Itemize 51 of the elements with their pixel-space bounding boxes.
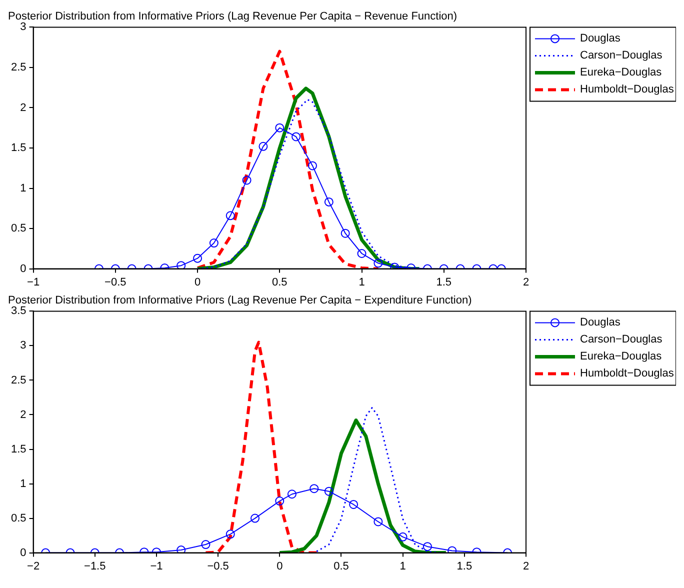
point: [340, 228, 350, 238]
point: [226, 211, 235, 220]
legend-label: Humboldt−Douglas: [580, 368, 674, 380]
y-tick-label: 1: [20, 478, 26, 490]
line-series: [204, 340, 318, 553]
x-tick-label: 0.5: [334, 560, 349, 572]
y-tick-label: 0: [20, 546, 26, 559]
x-tick-label: −0.5: [104, 276, 126, 288]
legend-label: Eureka−Douglas: [580, 350, 662, 363]
x-tick-label: 1: [400, 560, 406, 572]
legend-label: Eureka−Douglas: [580, 66, 662, 79]
legend-label: Humboldt−Douglas: [580, 84, 674, 96]
y-tick-label: 3.5: [10, 305, 26, 318]
legend-label: Carson−Douglas: [580, 50, 663, 62]
y-tick-label: 0: [20, 262, 26, 275]
x-tick-label: 2: [522, 560, 530, 572]
y-tick-label: 1.5: [10, 142, 26, 154]
x-tick-label: −2: [27, 560, 40, 572]
x-tick-label: 1: [358, 276, 365, 288]
point: [258, 142, 268, 151]
y-tick-label: 1: [20, 182, 26, 194]
x-tick-label: −1: [150, 560, 163, 572]
point: [242, 176, 252, 185]
y-tick-label: 3: [20, 21, 26, 34]
legend-label: Carson−Douglas: [580, 334, 663, 346]
x-tick-label: −1.5: [84, 560, 106, 572]
point: [176, 261, 186, 269]
chart-title: Posterior Distribution from Informative Priors (Lag Revenue Per Capita − Expenditure Function): [8, 294, 472, 307]
point: [308, 161, 317, 170]
x-tick-label: −1: [27, 276, 40, 288]
x-tick-label: 2: [522, 276, 530, 288]
x-tick-label: 0: [276, 560, 283, 572]
y-tick-label: 2.5: [10, 374, 26, 386]
x-tick-label: 0: [194, 276, 201, 288]
y-tick-label: 2: [20, 408, 26, 421]
legend-label: Douglas: [580, 316, 621, 329]
y-tick-label: 1.5: [10, 443, 26, 456]
legend-label: Douglas: [580, 32, 621, 45]
chart-title: Posterior Distribution from Informative Priors (Lag Revenue Per Capita − Revenue Function): [8, 10, 458, 23]
y-tick-label: 2: [20, 102, 26, 114]
x-tick-label: −0.5: [207, 560, 229, 572]
y-tick-label: 2.5: [10, 62, 26, 74]
y-tick-label: 0.5: [10, 222, 26, 235]
point: [324, 197, 334, 206]
y-tick-label: 0.5: [10, 512, 26, 524]
y-tick-label: 3: [20, 340, 26, 352]
x-tick-label: 1.5: [436, 276, 452, 288]
point: [292, 132, 301, 142]
x-tick-label: 1.5: [456, 560, 472, 572]
x-tick-label: 0.5: [272, 276, 288, 288]
point: [275, 123, 284, 132]
